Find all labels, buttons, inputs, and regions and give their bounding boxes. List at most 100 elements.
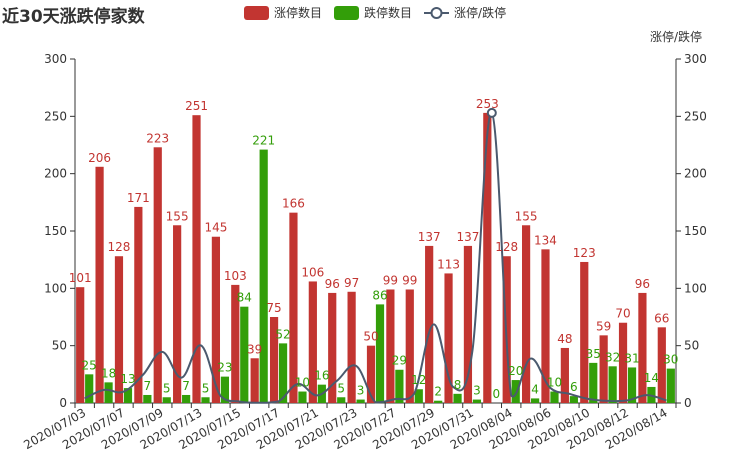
data-label-down: 16: [314, 369, 329, 383]
bar-down: [259, 149, 268, 403]
data-label-down: 7: [144, 379, 152, 393]
data-label-down: 6: [570, 380, 578, 394]
bar-up: [521, 225, 531, 403]
legend-item-ratio[interactable]: 涨停/跌停: [424, 4, 506, 21]
data-label-up: 145: [204, 221, 227, 235]
bar-down: [472, 399, 482, 403]
bar-up: [173, 225, 182, 403]
bar-down: [220, 376, 230, 403]
line-layer: [84, 107, 667, 404]
bar-up: [618, 322, 628, 403]
data-label-down: 2: [434, 385, 442, 399]
data-label-up: 113: [437, 257, 460, 271]
data-label-down: 5: [202, 381, 210, 395]
data-label-up: 48: [557, 332, 572, 346]
legend-label-up: 涨停数目: [274, 6, 323, 20]
data-label-down: 8: [454, 378, 462, 392]
data-label-down: 25: [82, 358, 97, 372]
chart-title: 近30天涨跌停家数: [2, 7, 145, 27]
y-tick-label-right: 150: [684, 224, 707, 238]
y-tick-label-right: 100: [684, 281, 707, 295]
data-label-down: 13: [120, 372, 135, 386]
y-tick-label-left: 100: [44, 281, 67, 295]
data-label-up: 101: [69, 271, 92, 285]
legend-item-up[interactable]: 涨停数目: [244, 4, 322, 21]
data-label-down: 23: [217, 361, 232, 375]
legend-swatch-down: [334, 5, 360, 20]
data-label-up: 134: [534, 233, 557, 247]
data-label-up: 128: [108, 240, 131, 254]
data-label-down: 31: [624, 351, 639, 365]
bar-up: [347, 291, 356, 403]
data-label-up: 103: [224, 269, 247, 283]
data-label-up: 96: [325, 277, 340, 291]
bar-up: [289, 212, 298, 403]
bar-up: [599, 335, 608, 403]
bar-down: [511, 380, 520, 403]
data-label-down: 18: [101, 366, 116, 380]
y-tick-label-right: 300: [684, 52, 707, 66]
bar-down: [453, 393, 462, 403]
ratio-point: [486, 107, 497, 118]
bar-up: [657, 327, 666, 403]
bar-down: [395, 369, 404, 403]
y-tick-label-right: 250: [684, 109, 707, 123]
data-label-up: 75: [266, 301, 281, 315]
bar-up: [580, 261, 589, 403]
data-label-up: 155: [166, 209, 189, 223]
legend-item-down[interactable]: 跌停数目: [334, 4, 412, 21]
legend-swatch-up: [244, 5, 269, 20]
data-label-up: 97: [344, 276, 359, 290]
data-label-up: 166: [282, 197, 305, 211]
data-label-down: 84: [237, 291, 252, 305]
bar-up: [95, 166, 104, 403]
data-label-down: 4: [531, 382, 539, 396]
data-label-down: 14: [644, 371, 659, 385]
bar-up: [463, 245, 473, 403]
bar-down: [123, 388, 133, 403]
data-label-down: 12: [411, 373, 426, 387]
bar-down: [298, 391, 307, 403]
bar-up: [425, 245, 434, 403]
bar-up: [231, 284, 240, 403]
labels-layer: 1012520618128131717223515572515145231038…: [69, 97, 679, 401]
y-tick-label-left: 250: [44, 109, 67, 123]
data-label-down: 221: [252, 134, 275, 148]
bar-down: [356, 399, 365, 403]
bar-down: [278, 343, 288, 403]
bar-up: [405, 289, 414, 403]
bar-down: [550, 391, 559, 403]
data-label-up: 206: [88, 151, 111, 165]
data-label-down: 0: [493, 387, 501, 401]
data-label-up: 99: [402, 273, 417, 287]
bar-up: [192, 115, 201, 403]
bar-down: [627, 367, 637, 403]
data-label-down: 10: [547, 376, 562, 390]
data-label-up: 99: [383, 273, 398, 287]
bar-down: [337, 397, 346, 403]
data-label-up: 106: [301, 265, 324, 279]
ratio-line: [84, 111, 667, 404]
data-label-down: 5: [163, 381, 171, 395]
y-axis-right-name: 涨停/跌停: [650, 29, 702, 44]
y-tick-label-right: 50: [684, 339, 699, 353]
bar-down: [143, 394, 152, 403]
data-label-down: 35: [586, 347, 601, 361]
data-label-up: 223: [146, 131, 169, 145]
bar-down: [104, 382, 113, 403]
bar-down: [201, 397, 210, 403]
data-label-up: 39: [247, 342, 262, 356]
legend-label-down: 跌停数目: [364, 6, 413, 20]
bar-up: [114, 256, 124, 403]
bar-up: [386, 289, 395, 403]
data-label-up: 155: [515, 209, 538, 223]
legend-label-ratio: 涨停/跌停: [454, 6, 507, 20]
bar-up: [76, 287, 85, 403]
data-label-up: 50: [363, 330, 378, 344]
bar-up: [134, 206, 143, 403]
bar-up: [250, 358, 259, 403]
data-label-up: 137: [456, 230, 479, 244]
bar-down: [666, 368, 675, 403]
bar-up: [328, 292, 337, 403]
